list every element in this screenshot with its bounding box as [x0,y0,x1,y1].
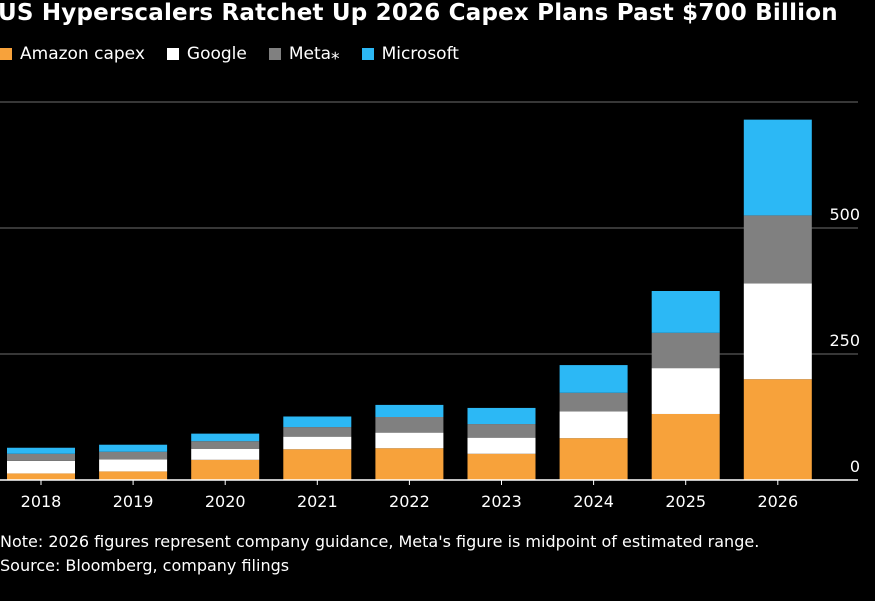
x-tick-label-2022: 2022 [389,492,430,511]
legend-item-google: Google [166,44,247,64]
bar-2026-microsoft [743,119,812,216]
bar-2025-microsoft [651,291,720,333]
bar-2023-amazon [467,453,536,480]
bar-2025-google [651,368,720,414]
chart-source: Source: Bloomberg, company filings [0,556,290,575]
y-tick-label-0: 0 [850,457,860,476]
bar-2021-google [283,436,352,450]
x-tick-label-2026: 2026 [757,492,798,511]
x-tick-label-2021: 2021 [297,492,338,511]
legend-swatch-amazon [0,48,12,60]
x-tick-label-2019: 2019 [113,492,154,511]
bar-2026-meta [743,215,812,284]
x-tick-label-2025: 2025 [665,492,706,511]
bar-2021-microsoft [283,416,352,428]
bar-2022-google [375,432,444,449]
bar-2024-amazon [559,438,628,480]
bar-2023-google [467,437,536,454]
legend-item-amazon: Amazon capex [0,44,145,64]
legend-label-meta: Meta⁎ [288,44,340,64]
x-tick-label-2018: 2018 [21,492,62,511]
chart-note: Note: 2026 figures represent company gui… [0,532,760,551]
bar-2024-meta [559,392,628,412]
legend-swatch-meta [268,48,281,60]
bar-2022-amazon [375,448,444,480]
x-tick-label-2024: 2024 [573,492,614,511]
bar-2020-microsoft [191,433,260,442]
bar-2024-microsoft [559,365,628,393]
bar-2023-meta [467,424,536,438]
legend-swatch-microsoft [361,48,374,60]
bar-2019-microsoft [99,444,168,452]
legend: Amazon capex Google Meta⁎ Microsoft [0,44,459,64]
bar-2018-meta [7,453,75,461]
y-tick-label-250: 250 [829,331,860,350]
bar-2019-amazon [99,471,168,480]
legend-label-google: Google [186,44,247,64]
y-tick-label-500: 500 [829,205,860,224]
legend-swatch-google [166,48,179,60]
bar-2022-microsoft [375,404,444,417]
legend-label-amazon: Amazon capex [20,44,145,64]
bar-2026-amazon [743,379,812,480]
bar-2025-meta [651,332,720,369]
bar-2023-microsoft [467,407,536,425]
x-tick-label-2020: 2020 [205,492,246,511]
bar-2020-google [191,448,260,460]
legend-item-microsoft: Microsoft [361,44,459,64]
bar-2019-google [99,459,168,472]
x-tick-label-2023: 2023 [481,492,522,511]
bar-2018-google [7,460,75,474]
legend-label-microsoft: Microsoft [381,44,459,64]
bar-2020-amazon [191,459,260,480]
bar-2018-amazon [7,473,75,480]
bar-2022-meta [375,417,444,433]
bar-2018-microsoft [7,447,75,454]
legend-item-meta: Meta⁎ [268,44,340,64]
bar-2024-google [559,411,628,439]
bar-2026-google [743,283,812,380]
chart-title: US Hyperscalers Ratchet Up 2026 Capex Pl… [0,0,838,26]
bar-2021-amazon [283,449,352,480]
bar-2019-meta [99,451,168,460]
bar-2020-meta [191,441,260,449]
bar-2025-amazon [651,413,720,480]
bar-2021-meta [283,427,352,437]
